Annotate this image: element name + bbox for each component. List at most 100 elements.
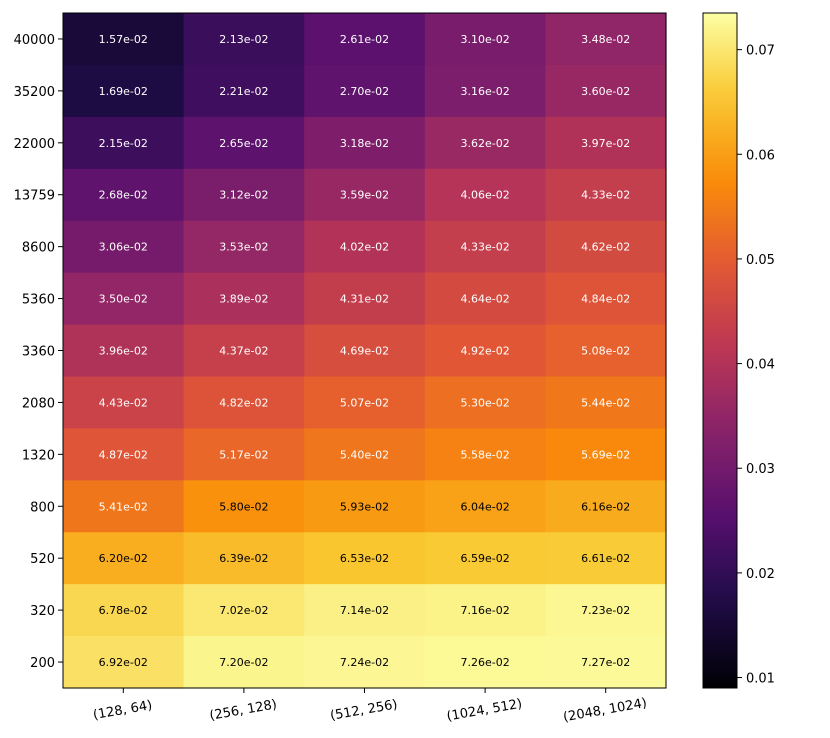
heatmap-cell-r1-c4 [545, 64, 667, 118]
heatmap-cell-r0-c2 [304, 13, 426, 66]
cell-label-r0-c4: 3.48e-02 [581, 33, 630, 46]
y-tick-label: 22000 [14, 137, 55, 152]
cell-label-r2-c3: 3.62e-02 [460, 137, 509, 150]
heatmap-cell-r11-c1 [183, 584, 305, 637]
x-tick-label: (256, 128) [208, 697, 278, 724]
y-tick-label: 520 [30, 552, 55, 567]
heatmap-cell-r6-c1 [183, 324, 305, 378]
y-tick-label: 800 [30, 500, 55, 515]
cell-label-r0-c0: 1.57e-02 [99, 33, 148, 46]
heatmap-cell-r11-c4 [545, 584, 667, 637]
heatmap-cell-r12-c1 [183, 636, 305, 689]
y-tick-label: 1320 [22, 448, 55, 463]
heatmap-cell-r3-c1 [183, 168, 305, 222]
heatmap-cell-r7-c3 [424, 376, 546, 429]
cell-label-r11-c4: 7.23e-02 [581, 604, 630, 617]
heatmap-cell-r12-c4 [545, 636, 667, 689]
cell-label-r6-c1: 4.37e-02 [219, 345, 268, 358]
cell-label-r11-c3: 7.16e-02 [460, 604, 509, 617]
cell-label-r10-c3: 6.59e-02 [460, 552, 509, 565]
y-tick-label: 5360 [22, 293, 55, 308]
cell-label-r9-c0: 5.41e-02 [99, 500, 148, 513]
heatmap-cell-r6-c3 [424, 324, 546, 378]
cell-label-r2-c0: 2.15e-02 [99, 137, 148, 150]
cell-label-r7-c3: 5.30e-02 [460, 396, 509, 409]
colorbar-tick-label: 0.02 [746, 567, 775, 582]
heatmap-cell-r11-c0 [63, 584, 185, 637]
heatmap-cell-r9-c1 [183, 480, 305, 533]
heatmap-cell-r8-c3 [424, 428, 546, 481]
heatmap-cell-r3-c3 [424, 168, 546, 222]
cell-label-r10-c1: 6.39e-02 [219, 552, 268, 565]
y-tick-label: 320 [30, 604, 55, 619]
cell-label-r0-c3: 3.10e-02 [460, 33, 509, 46]
cell-label-r12-c2: 7.24e-02 [340, 656, 389, 669]
heatmap-cell-r12-c0 [63, 636, 185, 689]
heatmap-cell-r1-c2 [304, 64, 426, 118]
heatmap-cell-r10-c0 [63, 532, 185, 585]
heatmap-cell-r0-c0 [63, 13, 185, 66]
cell-label-r12-c0: 6.92e-02 [99, 656, 148, 669]
heatmap-cell-r2-c1 [183, 116, 305, 170]
cell-label-r1-c2: 2.70e-02 [340, 85, 389, 98]
heatmap-cell-r0-c3 [424, 13, 546, 66]
cell-label-r11-c1: 7.02e-02 [219, 604, 268, 617]
cell-label-r5-c2: 4.31e-02 [340, 293, 389, 306]
heatmap-cell-r7-c4 [545, 376, 667, 429]
y-tick-label: 200 [30, 656, 55, 671]
cell-label-r1-c3: 3.16e-02 [460, 85, 509, 98]
x-tick-label: (512, 256) [329, 697, 399, 724]
cell-label-r4-c3: 4.33e-02 [460, 241, 509, 254]
cell-label-r10-c4: 6.61e-02 [581, 552, 630, 565]
heatmap-cell-r10-c2 [304, 532, 426, 585]
heatmap-cell-r9-c2 [304, 480, 426, 533]
cell-label-r1-c0: 1.69e-02 [99, 85, 148, 98]
heatmap-cell-r7-c0 [63, 376, 185, 429]
y-axis: 40000 35200 22000 13759 8600 5360 3360 2080 1320… [14, 33, 63, 671]
x-tick-label: (2048, 1024) [562, 696, 648, 725]
heatmap-cell-r9-c3 [424, 480, 546, 533]
cell-label-r6-c3: 4.92e-02 [460, 345, 509, 358]
cell-label-r12-c3: 7.26e-02 [460, 656, 509, 669]
cell-label-r1-c4: 3.60e-02 [581, 85, 630, 98]
heatmap-cell-r6-c4 [545, 324, 667, 378]
cell-label-r4-c2: 4.02e-02 [340, 241, 389, 254]
heatmap-cell-r3-c0 [63, 168, 185, 222]
heatmap-cell-r1-c1 [183, 64, 305, 118]
colorbar [702, 12, 738, 689]
colorbar-tick-label: 0.01 [746, 672, 775, 687]
heatmap-cell-r4-c4 [545, 220, 667, 274]
heatmap-cell-r10-c3 [424, 532, 546, 585]
cell-label-r8-c1: 5.17e-02 [219, 448, 268, 461]
colorbar-tick-label: 0.03 [746, 462, 775, 477]
cell-label-r2-c4: 3.97e-02 [581, 137, 630, 150]
heatmap-cell-r12-c2 [304, 636, 426, 689]
heatmap-cell-r8-c2 [304, 428, 426, 481]
heatmap-cell-r1-c0 [63, 64, 185, 118]
cell-label-r3-c0: 2.68e-02 [99, 189, 148, 202]
heatmap-cell-r5-c2 [304, 272, 426, 326]
heatmap-cell-r11-c3 [424, 584, 546, 637]
heatmap-cell-r4-c0 [63, 220, 185, 274]
y-tick-label: 35200 [14, 85, 55, 100]
cell-label-r0-c1: 2.13e-02 [219, 33, 268, 46]
cell-label-r6-c4: 5.08e-02 [581, 345, 630, 358]
cell-label-r8-c3: 5.58e-02 [460, 448, 509, 461]
colorbar-tick-label: 0.05 [746, 253, 775, 268]
cell-label-r11-c0: 6.78e-02 [99, 604, 148, 617]
cell-label-r5-c1: 3.89e-02 [219, 293, 268, 306]
heatmap-cell-r5-c3 [424, 272, 546, 326]
cell-label-r7-c4: 5.44e-02 [581, 396, 630, 409]
cell-label-r3-c2: 3.59e-02 [340, 189, 389, 202]
cell-label-r9-c2: 5.93e-02 [340, 500, 389, 513]
heatmap-cell-r11-c2 [304, 584, 426, 637]
colorbar-tick-label: 0.04 [746, 358, 775, 373]
heatmap-cell-r0-c1 [183, 13, 305, 66]
cell-label-r5-c3: 4.64e-02 [460, 293, 509, 306]
cell-label-r1-c1: 2.21e-02 [219, 85, 268, 98]
cell-label-r2-c2: 3.18e-02 [340, 137, 389, 150]
cell-label-r9-c4: 6.16e-02 [581, 500, 630, 513]
heatmap-cell-r7-c2 [304, 376, 426, 429]
heatmap-cell-r8-c1 [183, 428, 305, 481]
heatmap-cell-r8-c0 [63, 428, 185, 481]
